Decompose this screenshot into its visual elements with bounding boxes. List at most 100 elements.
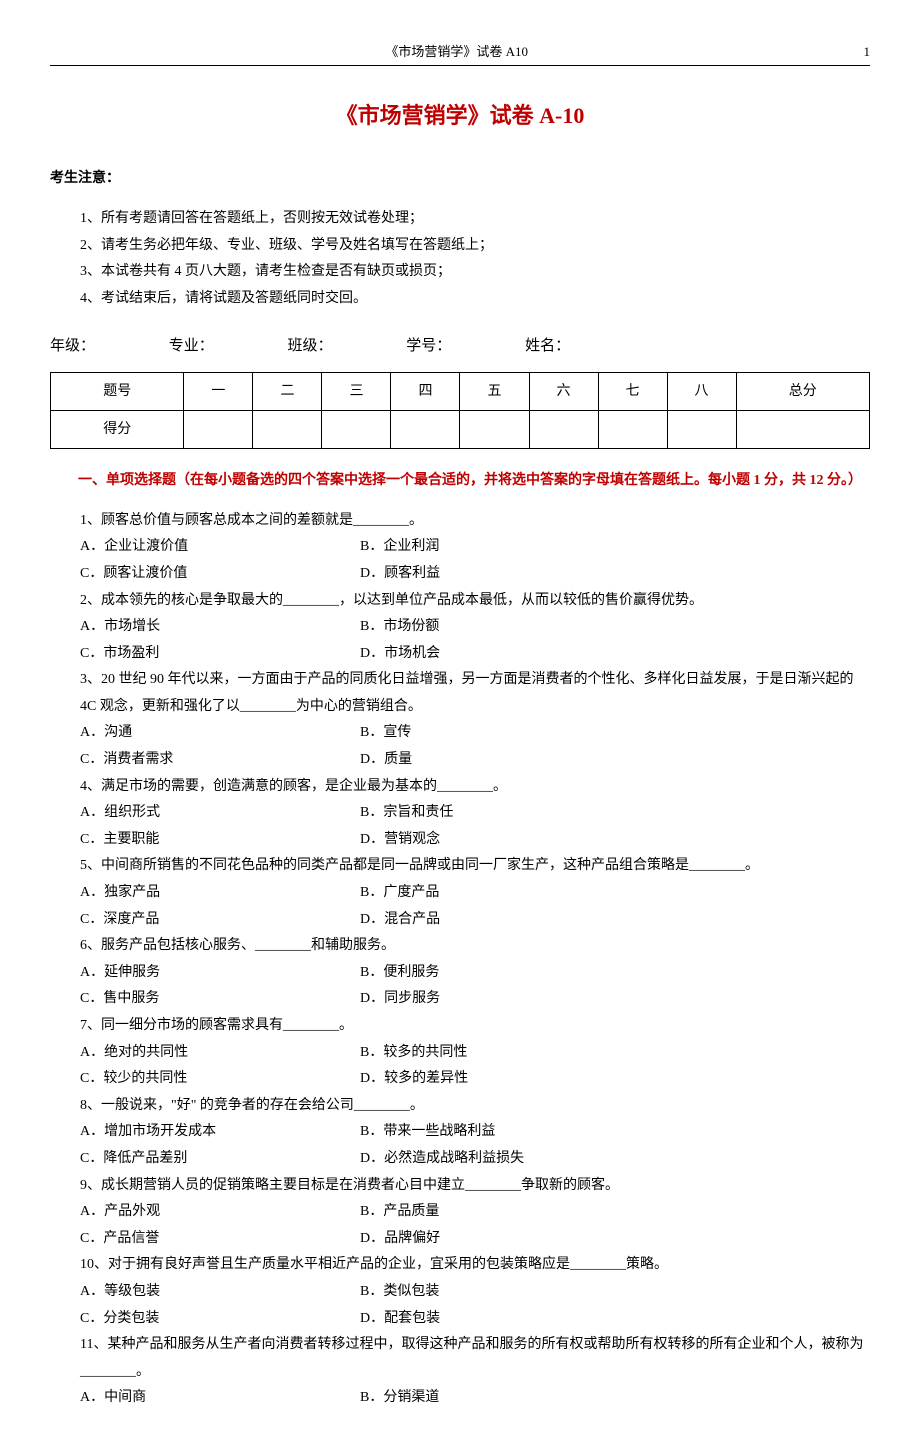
option-a: A．沟通 (80, 720, 360, 747)
label-sid: 学号： (406, 333, 451, 360)
option-a: A．市场增长 (80, 614, 360, 641)
option-b: B．带来一些战略利益 (360, 1119, 640, 1146)
option-row: A．绝对的共同性B．较多的共同性 (80, 1040, 870, 1067)
option-row: C．分类包装D．配套包装 (80, 1306, 870, 1333)
th-col: 七 (598, 372, 667, 410)
option-c: C．较少的共同性 (80, 1066, 360, 1093)
section-1-title: 一、单项选择题（在每小题备选的四个答案中选择一个最合适的，并将选中答案的字母填在… (50, 469, 870, 493)
option-c: C．深度产品 (80, 907, 360, 934)
option-a: A．绝对的共同性 (80, 1040, 360, 1067)
td-cell (667, 410, 736, 448)
option-c: C．市场盈利 (80, 641, 360, 668)
option-row: A．增加市场开发成本B．带来一些战略利益 (80, 1119, 870, 1146)
td-label: 得分 (51, 410, 184, 448)
th-col: 三 (322, 372, 391, 410)
question-text: 6、服务产品包括核心服务、________和辅助服务。 (80, 933, 870, 960)
option-row: A．独家产品B．广度产品 (80, 880, 870, 907)
option-b: B．分销渠道 (360, 1385, 640, 1412)
notice-list: 1、所有考题请回答在答题纸上，否则按无效试卷处理； 2、请考生务必把年级、专业、… (80, 206, 870, 312)
option-row: A．中间商B．分销渠道 (80, 1385, 870, 1412)
option-d: D．营销观念 (360, 827, 640, 854)
td-cell (460, 410, 529, 448)
label-class: 班级： (288, 333, 333, 360)
notice-heading: 考生注意： (50, 166, 870, 191)
question-text: 1、顾客总价值与顾客总成本之间的差额就是________。 (80, 508, 870, 535)
option-row: C．顾客让渡价值D．顾客利益 (80, 561, 870, 588)
option-row: A．企业让渡价值B．企业利润 (80, 534, 870, 561)
option-row: A．组织形式B．宗旨和责任 (80, 800, 870, 827)
option-row: C．深度产品D．混合产品 (80, 907, 870, 934)
option-d: D．市场机会 (360, 641, 640, 668)
option-row: A．市场增长B．市场份额 (80, 614, 870, 641)
option-b: B．产品质量 (360, 1199, 640, 1226)
option-b: B．宗旨和责任 (360, 800, 640, 827)
option-row: C．主要职能D．营销观念 (80, 827, 870, 854)
notice-item: 2、请考生务必把年级、专业、班级、学号及姓名填写在答题纸上； (80, 233, 870, 260)
option-a: A．中间商 (80, 1385, 360, 1412)
option-a: A．组织形式 (80, 800, 360, 827)
table-row: 得分 (51, 410, 870, 448)
score-table: 题号 一 二 三 四 五 六 七 八 总分 得分 (50, 372, 870, 449)
td-cell (598, 410, 667, 448)
option-c: C．消费者需求 (80, 747, 360, 774)
label-major: 专业： (169, 333, 214, 360)
option-row: A．沟通B．宣传 (80, 720, 870, 747)
question-text: 10、对于拥有良好声誉且生产质量水平相近产品的企业，宜采用的包装策略应是____… (80, 1252, 870, 1279)
td-cell (184, 410, 253, 448)
question-text: 3、20 世纪 90 年代以来，一方面由于产品的同质化日益增强，另一方面是消费者… (80, 667, 870, 720)
questions-block: 1、顾客总价值与顾客总成本之间的差额就是________。A．企业让渡价值B．企… (80, 508, 870, 1412)
notice-item: 1、所有考题请回答在答题纸上，否则按无效试卷处理； (80, 206, 870, 233)
td-cell (529, 410, 598, 448)
option-a: A．延伸服务 (80, 960, 360, 987)
option-a: A．独家产品 (80, 880, 360, 907)
option-c: C．顾客让渡价值 (80, 561, 360, 588)
td-cell (736, 410, 869, 448)
option-row: A．产品外观B．产品质量 (80, 1199, 870, 1226)
question-text: 7、同一细分市场的顾客需求具有________。 (80, 1013, 870, 1040)
option-b: B．广度产品 (360, 880, 640, 907)
page-header: 《市场营销学》试卷 A10 1 (50, 40, 870, 66)
th-col: 八 (667, 372, 736, 410)
option-d: D．必然造成战略利益损失 (360, 1146, 640, 1173)
option-row: C．消费者需求D．质量 (80, 747, 870, 774)
option-b: B．市场份额 (360, 614, 640, 641)
th-label: 题号 (51, 372, 184, 410)
option-d: D．混合产品 (360, 907, 640, 934)
option-a: A．企业让渡价值 (80, 534, 360, 561)
question-text: 8、一般说来，"好" 的竞争者的存在会给公司________。 (80, 1093, 870, 1120)
td-cell (253, 410, 322, 448)
option-d: D．配套包装 (360, 1306, 640, 1333)
label-grade: 年级： (50, 333, 95, 360)
option-row: C．较少的共同性D．较多的差异性 (80, 1066, 870, 1093)
option-b: B．较多的共同性 (360, 1040, 640, 1067)
option-row: C．产品信誉D．品牌偏好 (80, 1226, 870, 1253)
option-row: C．市场盈利D．市场机会 (80, 641, 870, 668)
option-row: C．降低产品差别D．必然造成战略利益损失 (80, 1146, 870, 1173)
question-text: 4、满足市场的需要，创造满意的顾客，是企业最为基本的________。 (80, 774, 870, 801)
table-row: 题号 一 二 三 四 五 六 七 八 总分 (51, 372, 870, 410)
option-d: D．顾客利益 (360, 561, 640, 588)
label-name: 姓名： (525, 333, 570, 360)
option-d: D．较多的差异性 (360, 1066, 640, 1093)
option-c: C．售中服务 (80, 986, 360, 1013)
option-c: C．主要职能 (80, 827, 360, 854)
question-text: 2、成本领先的核心是争取最大的________，以达到单位产品成本最低，从而以较… (80, 588, 870, 615)
option-d: D．同步服务 (360, 986, 640, 1013)
th-col: 五 (460, 372, 529, 410)
option-d: D．质量 (360, 747, 640, 774)
notice-item: 4、考试结束后，请将试题及答题纸同时交回。 (80, 286, 870, 313)
exam-title: 《市场营销学》试卷 A-10 (50, 96, 870, 136)
th-col: 二 (253, 372, 322, 410)
th-col: 四 (391, 372, 460, 410)
option-row: C．售中服务D．同步服务 (80, 986, 870, 1013)
option-c: C．降低产品差别 (80, 1146, 360, 1173)
td-cell (391, 410, 460, 448)
option-a: A．增加市场开发成本 (80, 1119, 360, 1146)
option-c: C．分类包装 (80, 1306, 360, 1333)
question-text: 5、中间商所销售的不同花色品种的同类产品都是同一品牌或由同一厂家生产，这种产品组… (80, 853, 870, 880)
th-total: 总分 (736, 372, 869, 410)
option-b: B．便利服务 (360, 960, 640, 987)
student-info-line: 年级： 专业： 班级： 学号： 姓名： (50, 333, 870, 360)
question-text: 11、某种产品和服务从生产者向消费者转移过程中，取得这种产品和服务的所有权或帮助… (80, 1332, 870, 1385)
option-b: B．企业利润 (360, 534, 640, 561)
